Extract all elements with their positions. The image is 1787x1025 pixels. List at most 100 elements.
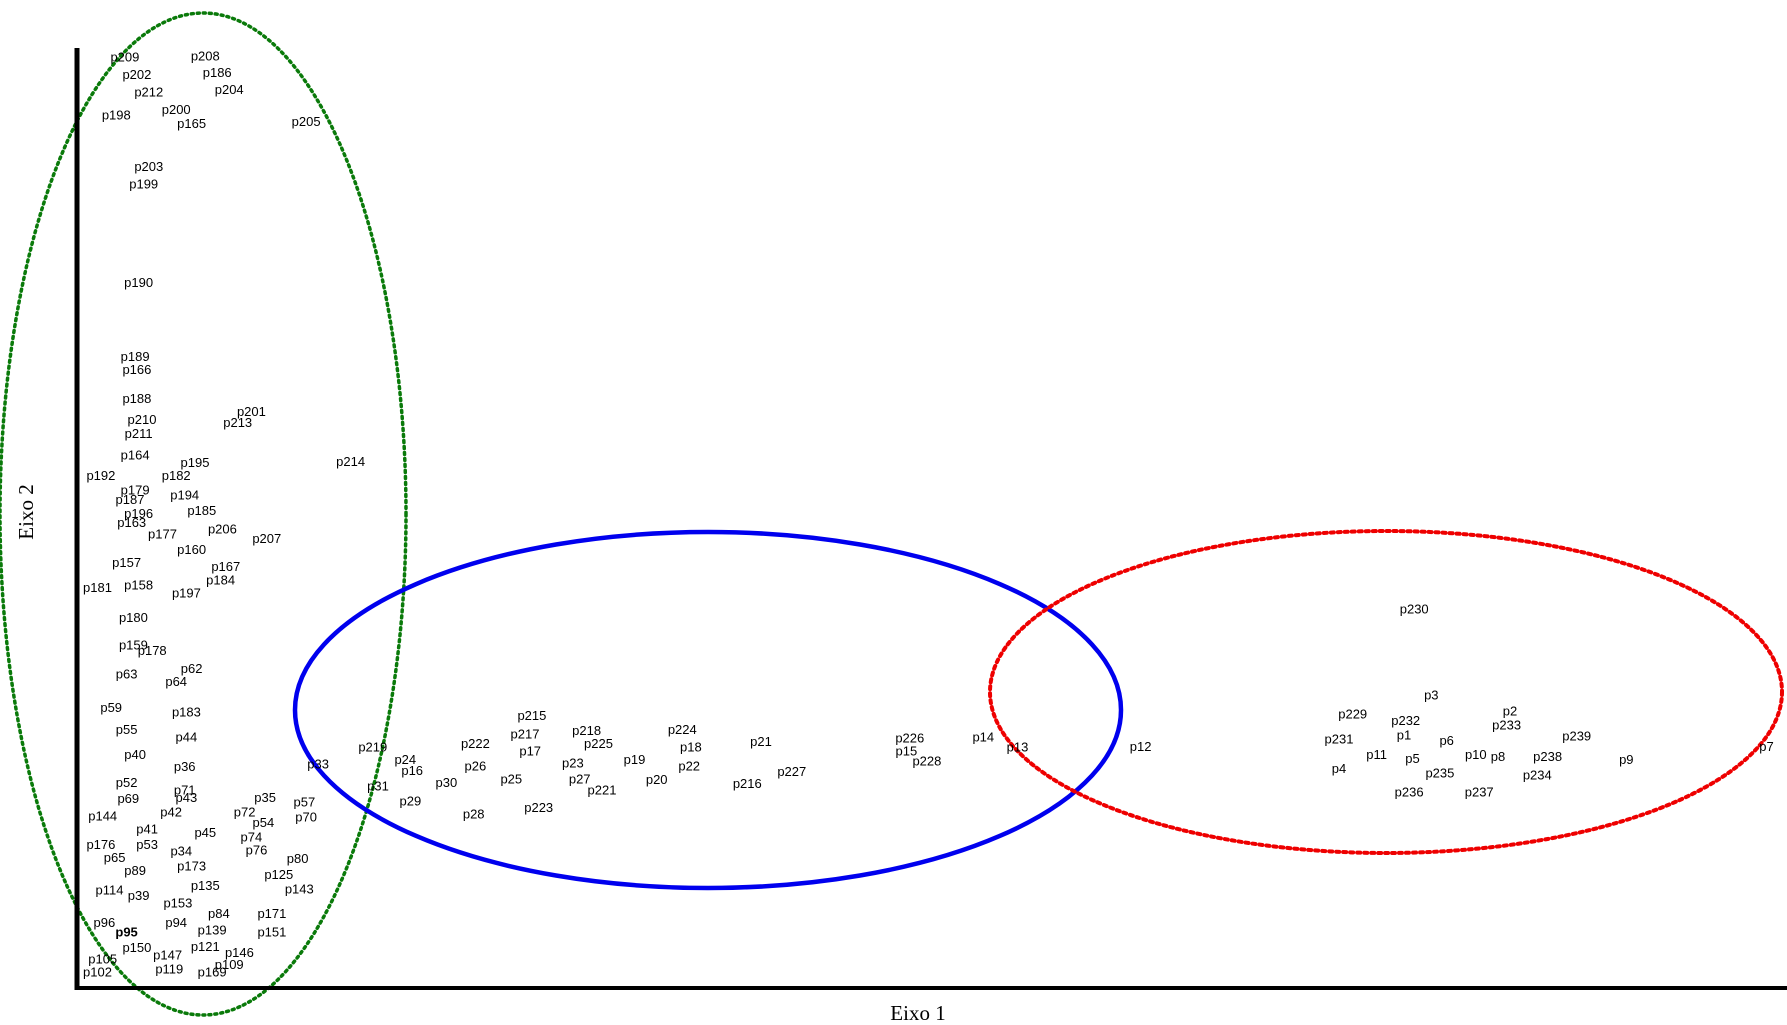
point-label-p207: p207 [252, 531, 281, 546]
point-label-p23: p23 [562, 756, 584, 771]
point-label-p176: p176 [86, 837, 115, 852]
point-label-p186: p186 [203, 65, 232, 80]
point-label-p214: p214 [336, 454, 365, 469]
cluster-ellipse-1 [0, 11, 408, 1017]
point-label-p35: p35 [254, 790, 276, 805]
point-label-p182: p182 [162, 468, 191, 483]
point-label-p109: p109 [215, 957, 244, 972]
point-label-p15: p15 [896, 743, 918, 758]
point-label-p219: p219 [358, 740, 387, 755]
point-label-p178: p178 [138, 643, 167, 658]
point-label-p59: p59 [100, 700, 122, 715]
point-label-p213: p213 [223, 415, 252, 430]
point-label-p114: p114 [96, 883, 124, 898]
point-label-p216: p216 [733, 776, 762, 791]
point-label-p230: p230 [1400, 601, 1429, 616]
point-label-p236: p236 [1395, 784, 1424, 799]
point-label-p20: p20 [646, 772, 668, 787]
point-label-p151: p151 [257, 924, 286, 939]
point-label-p62: p62 [181, 661, 203, 676]
point-label-p13: p13 [1007, 740, 1029, 755]
point-label-p65: p65 [104, 850, 126, 865]
point-label-p21: p21 [750, 734, 772, 749]
point-label-p3: p3 [1424, 688, 1438, 703]
point-label-p187: p187 [116, 492, 145, 507]
point-label-p19: p19 [624, 752, 646, 767]
point-label-p194: p194 [170, 487, 199, 502]
point-label-p208: p208 [191, 48, 220, 63]
point-label-p204: p204 [215, 82, 244, 97]
point-label-p190: p190 [124, 275, 153, 290]
point-label-p206: p206 [208, 522, 237, 537]
point-label-p167: p167 [211, 559, 240, 574]
point-label-p217: p217 [511, 727, 540, 742]
point-label-p39: p39 [128, 888, 150, 903]
point-label-p198: p198 [102, 108, 131, 123]
point-label-p7: p7 [1759, 739, 1773, 754]
point-label-p144: p144 [88, 808, 117, 823]
point-label-p180: p180 [119, 610, 148, 625]
point-label-p54: p54 [253, 815, 275, 830]
point-label-p199: p199 [129, 176, 158, 191]
point-label-p2: p2 [1503, 704, 1517, 719]
point-label-p239: p239 [1562, 729, 1591, 744]
point-label-p36: p36 [174, 759, 196, 774]
x-axis-label: Eixo 1 [890, 1001, 945, 1025]
point-label-p42: p42 [160, 805, 182, 820]
point-label-p10: p10 [1465, 747, 1487, 762]
point-label-p139: p139 [198, 923, 227, 938]
point-label-p5: p5 [1405, 751, 1419, 766]
point-label-p211: p211 [125, 426, 153, 441]
point-label-p28: p28 [463, 807, 485, 822]
point-label-p197: p197 [172, 586, 201, 601]
point-label-p173: p173 [177, 859, 206, 874]
point-label-p225: p225 [584, 736, 613, 751]
point-label-p45: p45 [194, 825, 216, 840]
point-label-p70: p70 [295, 809, 317, 824]
point-label-p228: p228 [912, 754, 941, 769]
point-label-p147: p147 [153, 948, 182, 963]
point-label-p102: p102 [83, 964, 112, 979]
point-label-p165: p165 [177, 116, 206, 131]
point-label-p105: p105 [88, 951, 117, 966]
point-label-p210: p210 [128, 412, 157, 427]
point-label-p94: p94 [165, 915, 187, 930]
point-label-p63: p63 [116, 666, 138, 681]
point-label-p55: p55 [116, 722, 138, 737]
point-label-p233: p233 [1492, 717, 1521, 732]
point-label-p71: p71 [174, 782, 196, 797]
point-label-p25: p25 [500, 771, 522, 786]
point-label-p74: p74 [241, 830, 263, 845]
point-label-p229: p229 [1338, 706, 1367, 721]
point-label-p11: p11 [1366, 747, 1387, 762]
point-label-p22: p22 [678, 758, 700, 773]
point-label-p43: p43 [176, 790, 198, 805]
point-label-p31: p31 [367, 779, 389, 794]
point-label-p153: p153 [163, 896, 192, 911]
point-label-p34: p34 [170, 844, 192, 859]
point-label-p4: p4 [1332, 761, 1346, 776]
point-label-p169: p169 [198, 964, 227, 979]
point-label-p163: p163 [117, 515, 146, 530]
point-label-p189: p189 [121, 349, 150, 364]
point-label-p29: p29 [400, 794, 422, 809]
point-label-p89: p89 [124, 863, 146, 878]
point-label-p184: p184 [206, 573, 235, 588]
point-label-p183: p183 [172, 704, 201, 719]
point-label-p235: p235 [1425, 766, 1454, 781]
point-label-p231: p231 [1325, 731, 1354, 746]
point-label-p159: p159 [119, 638, 148, 653]
point-label-p157: p157 [112, 555, 141, 570]
point-label-p221: p221 [588, 782, 617, 797]
point-label-p16: p16 [401, 763, 423, 778]
point-label-p121: p121 [191, 939, 220, 954]
point-label-p200: p200 [162, 102, 191, 117]
point-label-p33: p33 [307, 756, 329, 771]
point-label-p76: p76 [246, 843, 268, 858]
cluster-ellipse-2 [292, 529, 1124, 891]
point-label-p238: p238 [1533, 749, 1562, 764]
point-label-p209: p209 [110, 49, 139, 64]
point-label-p160: p160 [177, 542, 206, 557]
point-label-p40: p40 [124, 747, 146, 762]
